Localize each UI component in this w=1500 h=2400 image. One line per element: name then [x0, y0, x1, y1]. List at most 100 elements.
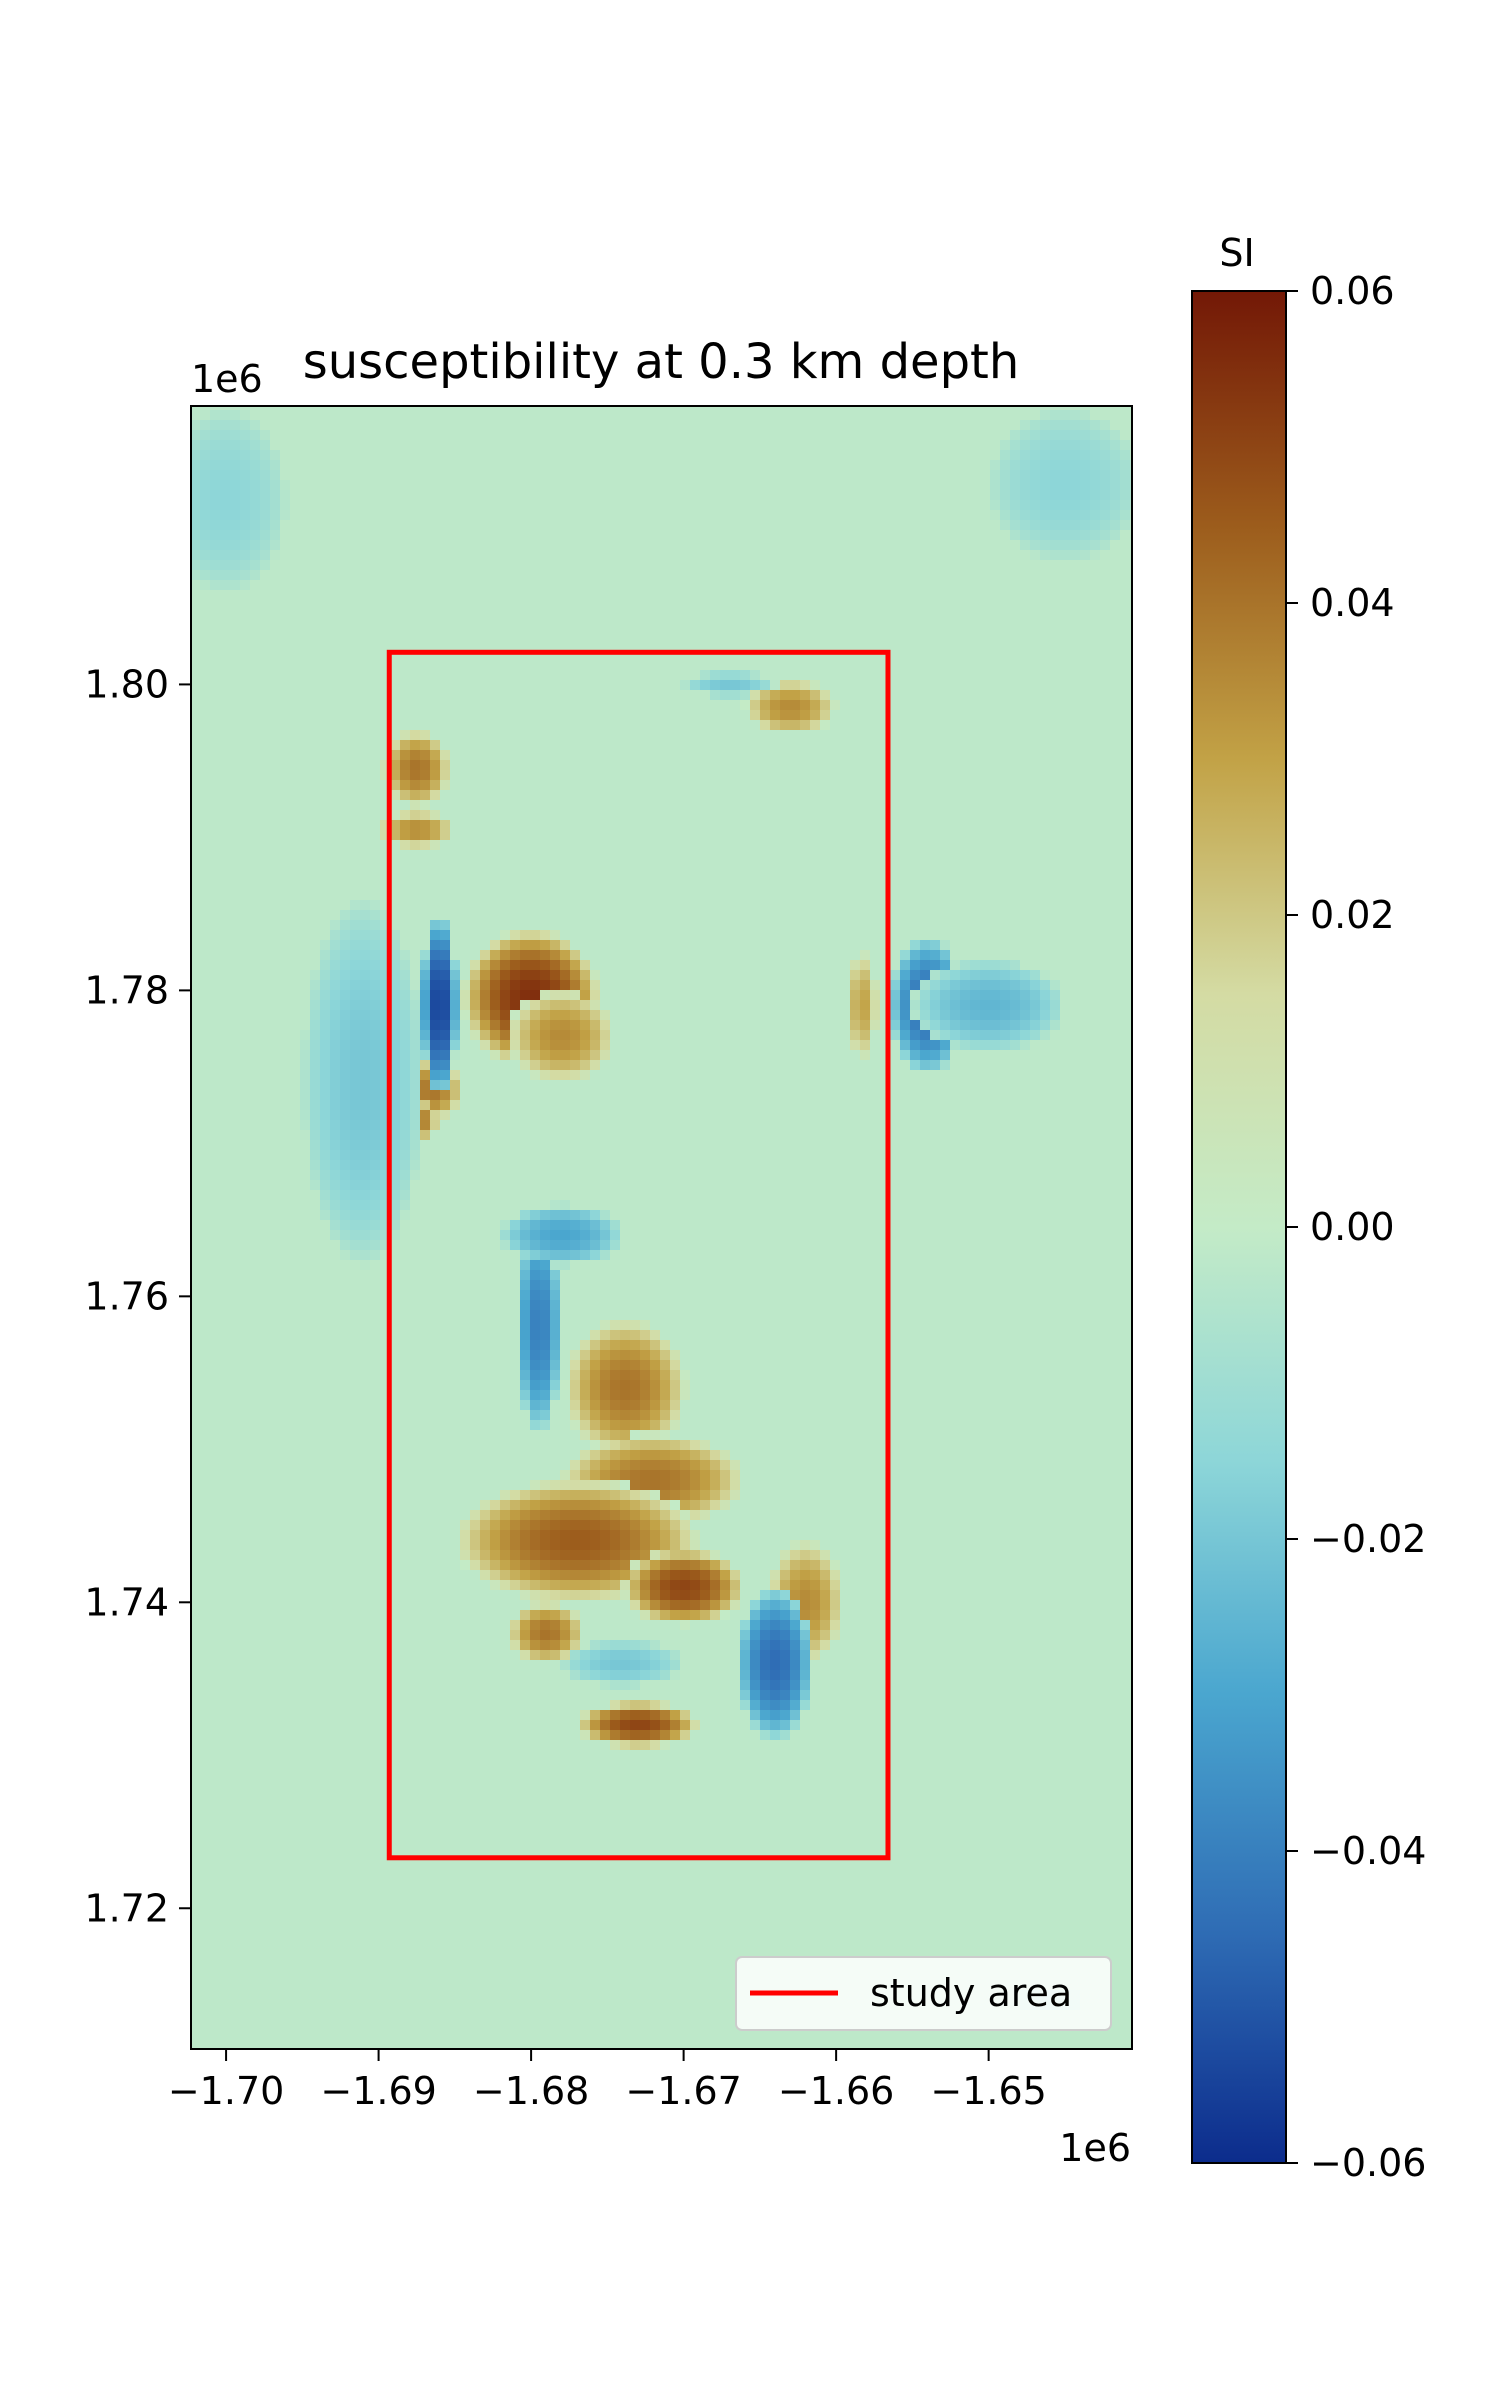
heatmap-cell	[640, 1370, 650, 1380]
heatmap-cell	[430, 1000, 440, 1010]
heatmap-cell	[1010, 1010, 1020, 1020]
heatmap-cell	[350, 1090, 360, 1100]
heatmap-cell	[540, 1500, 550, 1510]
heatmap-cell	[910, 1030, 920, 1040]
heatmap-cell	[660, 1500, 670, 1510]
heatmap-cell	[400, 1070, 410, 1080]
heatmap-cell	[510, 1540, 520, 1550]
heatmap-cell	[1000, 510, 1010, 520]
heatmap-cell	[960, 1020, 970, 1030]
heatmap-cell	[240, 580, 250, 590]
heatmap-cell	[320, 1080, 330, 1090]
heatmap-cell	[920, 960, 930, 970]
heatmap-cell	[530, 1380, 540, 1390]
heatmap-cell	[220, 530, 230, 540]
heatmap-cell	[230, 550, 240, 560]
heatmap-cell	[780, 700, 790, 710]
heatmap-cell	[1030, 970, 1040, 980]
heatmap-cell	[300, 1130, 310, 1140]
heatmap-cell	[620, 1370, 630, 1380]
heatmap-cell	[560, 1050, 570, 1060]
heatmap-cell	[420, 950, 430, 960]
heatmap-cell	[1080, 530, 1090, 540]
heatmap-cell	[1050, 530, 1060, 540]
heatmap-cell	[1000, 1010, 1010, 1020]
heatmap-cell	[200, 510, 210, 520]
heatmap-cell	[430, 820, 440, 830]
heatmap-cell	[370, 1190, 380, 1200]
heatmap-cell	[340, 1220, 350, 1230]
heatmap-cell	[790, 1650, 800, 1660]
heatmap-cell	[570, 1380, 580, 1390]
heatmap-cell	[970, 980, 980, 990]
heatmap-cell	[600, 1560, 610, 1570]
heatmap-cell	[320, 1070, 330, 1080]
heatmap-cell	[270, 500, 280, 510]
heatmap-cell	[560, 1530, 570, 1540]
heatmap-cell	[1040, 500, 1050, 510]
heatmap-cell	[350, 900, 360, 910]
y-tick-label: 1.74	[84, 1580, 169, 1624]
heatmap-cell	[570, 1250, 580, 1260]
heatmap-cell	[390, 1170, 400, 1180]
heatmap-cell	[910, 1010, 920, 1020]
heatmap-cell	[520, 1610, 530, 1620]
heatmap-cell	[390, 820, 400, 830]
heatmap-cell	[1070, 490, 1080, 500]
heatmap-cell	[1090, 490, 1100, 500]
heatmap-cell	[530, 1370, 540, 1380]
heatmap-cell	[1030, 1030, 1040, 1040]
heatmap-cell	[550, 1500, 560, 1510]
heatmap-cell	[910, 960, 920, 970]
heatmap-cell	[610, 1390, 620, 1400]
heatmap-cell	[510, 1490, 520, 1500]
heatmap-cell	[930, 1030, 940, 1040]
heatmap-cell	[380, 1120, 390, 1130]
heatmap-cell	[980, 1030, 990, 1040]
heatmap-cell	[800, 1580, 810, 1590]
heatmap-cell	[350, 940, 360, 950]
heatmap-cell	[940, 1000, 950, 1010]
heatmap-cell	[250, 440, 260, 450]
heatmap-cell	[820, 1570, 830, 1580]
heatmap-cell	[1030, 520, 1040, 530]
heatmap-cell	[930, 1040, 940, 1050]
heatmap-cell	[510, 1550, 520, 1560]
heatmap-cell	[430, 930, 440, 940]
heatmap-cell	[590, 1380, 600, 1390]
heatmap-cell	[860, 980, 870, 990]
heatmap-cell	[520, 1370, 530, 1380]
heatmap-cell	[890, 980, 900, 990]
heatmap-cell	[890, 1030, 900, 1040]
heatmap-cell	[200, 430, 210, 440]
heatmap-cell	[440, 960, 450, 970]
heatmap-cell	[550, 1640, 560, 1650]
heatmap-cell	[520, 1230, 530, 1240]
heatmap-cell	[300, 1100, 310, 1110]
heatmap-cell	[560, 1490, 570, 1500]
heatmap-cell	[1040, 1030, 1050, 1040]
heatmap-cell	[560, 960, 570, 970]
heatmap-cell	[1040, 430, 1050, 440]
heatmap-cell	[790, 1710, 800, 1720]
heatmap-cell	[640, 1330, 650, 1340]
heatmap-cell	[570, 1020, 580, 1030]
heatmap-cell	[690, 1570, 700, 1580]
heatmap-cell	[600, 1400, 610, 1410]
heatmap-cell	[1060, 540, 1070, 550]
heatmap-cell	[440, 990, 450, 1000]
heatmap-cell	[370, 1150, 380, 1160]
heatmap-cell	[380, 1180, 390, 1190]
heatmap-cell	[490, 1000, 500, 1010]
heatmap-cell	[520, 1320, 530, 1330]
heatmap-cell	[360, 1260, 370, 1270]
heatmap-cell	[170, 480, 180, 490]
heatmap-cell	[710, 1480, 720, 1490]
heatmap-cell	[170, 490, 180, 500]
heatmap-cell	[370, 920, 380, 930]
heatmap-cell	[380, 1230, 390, 1240]
heatmap-cell	[340, 1180, 350, 1190]
heatmap-cell	[310, 1100, 320, 1110]
heatmap-cell	[530, 930, 540, 940]
heatmap-cell	[800, 1600, 810, 1610]
